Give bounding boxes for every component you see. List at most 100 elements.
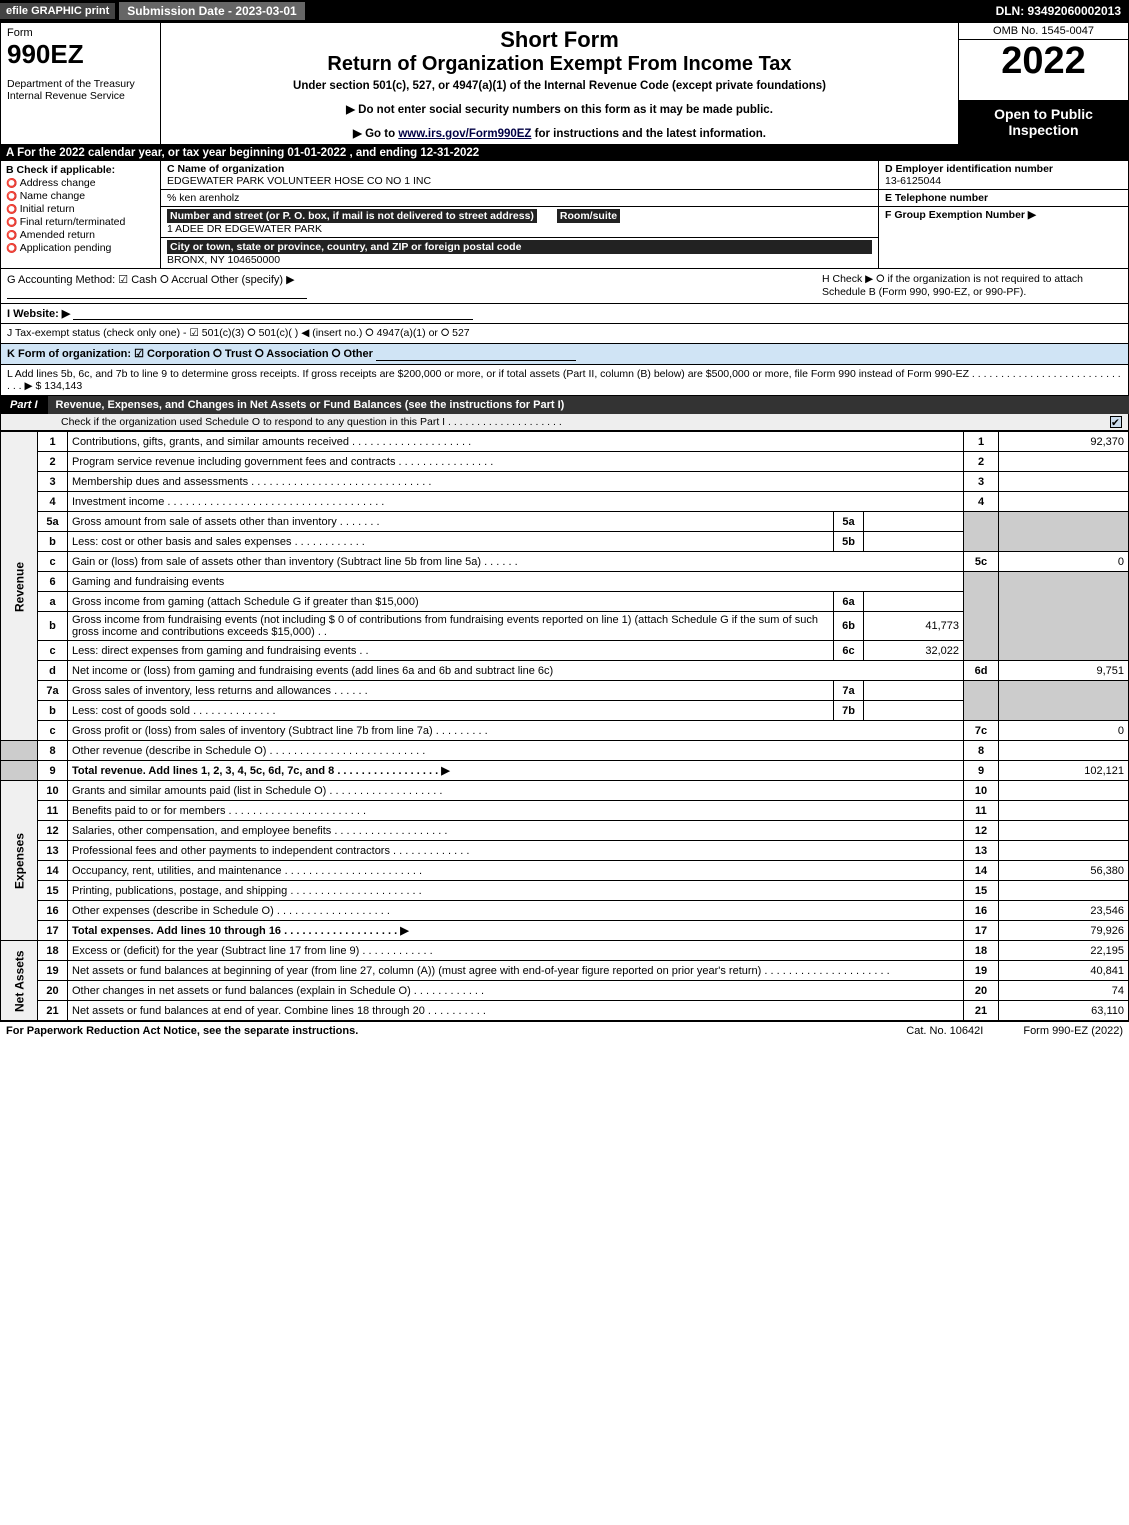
- l2-amt: [999, 452, 1129, 472]
- chk-application-pending[interactable]: Application pending: [6, 242, 155, 254]
- l18-col: 18: [964, 941, 999, 961]
- city-label: City or town, state or province, country…: [167, 240, 872, 254]
- l7c-col: 7c: [964, 721, 999, 741]
- l3-no: 3: [38, 472, 68, 492]
- l3-desc: Membership dues and assessments . . . . …: [68, 472, 964, 492]
- col-de: D Employer identification number 13-6125…: [878, 161, 1128, 268]
- l5c-desc: Gain or (loss) from sale of assets other…: [68, 552, 964, 572]
- l6b-sv: 41,773: [864, 612, 964, 641]
- i-label: I Website: ▶: [7, 308, 70, 320]
- l5c-amt: 0: [999, 552, 1129, 572]
- l1-amt: 92,370: [999, 432, 1129, 452]
- l6d-col: 6d: [964, 661, 999, 681]
- l5ab-greyamt: [999, 512, 1129, 552]
- l7c-no: c: [38, 721, 68, 741]
- l1-desc: Contributions, gifts, grants, and simila…: [68, 432, 964, 452]
- l21-desc: Net assets or fund balances at end of ye…: [68, 1001, 964, 1021]
- line-1: Revenue 1 Contributions, gifts, grants, …: [1, 432, 1129, 452]
- chk-final-return[interactable]: Final return/terminated: [6, 216, 155, 228]
- l15-desc: Printing, publications, postage, and shi…: [68, 881, 964, 901]
- street: 1 ADEE DR EDGEWATER PARK: [167, 223, 872, 235]
- omb-number: OMB No. 1545-0047: [959, 23, 1128, 40]
- l20-col: 20: [964, 981, 999, 1001]
- part1-sub: Check if the organization used Schedule …: [0, 414, 1129, 431]
- l13-desc: Professional fees and other payments to …: [68, 841, 964, 861]
- line-10: Expenses 10 Grants and similar amounts p…: [1, 781, 1129, 801]
- row-l: L Add lines 5b, 6c, and 7b to line 9 to …: [0, 365, 1129, 396]
- rev-spacer2: [1, 761, 38, 781]
- topbar: efile GRAPHIC print Submission Date - 20…: [0, 0, 1129, 22]
- l15-amt: [999, 881, 1129, 901]
- l10-desc: Grants and similar amounts paid (list in…: [68, 781, 964, 801]
- instruction-1: ▶ Do not enter social security numbers o…: [169, 102, 950, 116]
- chk-address-change[interactable]: Address change: [6, 177, 155, 189]
- l5b-no: b: [38, 532, 68, 552]
- cat-no: Cat. No. 10642I: [906, 1025, 983, 1037]
- l8-amt: [999, 741, 1129, 761]
- l13-no: 13: [38, 841, 68, 861]
- l6b-sn: 6b: [834, 612, 864, 641]
- l5a-desc: Gross amount from sale of assets other t…: [68, 512, 834, 532]
- l7a-no: 7a: [38, 681, 68, 701]
- line-6b: b Gross income from fundraising events (…: [1, 612, 1129, 641]
- line-7b: b Less: cost of goods sold . . . . . . .…: [1, 701, 1129, 721]
- k-underline: [376, 349, 576, 361]
- irs-link[interactable]: www.irs.gov/Form990EZ: [398, 128, 531, 140]
- l20-amt: 74: [999, 981, 1129, 1001]
- line-21: 21 Net assets or fund balances at end of…: [1, 1001, 1129, 1021]
- side-revenue: Revenue: [1, 432, 38, 741]
- line-4: 4 Investment income . . . . . . . . . . …: [1, 492, 1129, 512]
- part1-checkbox[interactable]: ✔: [1110, 416, 1122, 428]
- l8-desc: Other revenue (describe in Schedule O) .…: [68, 741, 964, 761]
- form-ref: Form 990-EZ (2022): [1023, 1025, 1123, 1037]
- l6a-sv: [864, 592, 964, 612]
- c-name-row: C Name of organization EDGEWATER PARK VO…: [161, 161, 878, 190]
- l15-col: 15: [964, 881, 999, 901]
- line-6c: c Less: direct expenses from gaming and …: [1, 641, 1129, 661]
- l9-no: 9: [38, 761, 68, 781]
- l2-col: 2: [964, 452, 999, 472]
- line-11: 11 Benefits paid to or for members . . .…: [1, 801, 1129, 821]
- l20-no: 20: [38, 981, 68, 1001]
- l12-desc: Salaries, other compensation, and employ…: [68, 821, 964, 841]
- l2-desc: Program service revenue including govern…: [68, 452, 964, 472]
- l5ab-greycol: [964, 512, 999, 552]
- line-7a: 7a Gross sales of inventory, less return…: [1, 681, 1129, 701]
- block-bc: B Check if applicable: Address change Na…: [0, 161, 1129, 269]
- line-16: 16 Other expenses (describe in Schedule …: [1, 901, 1129, 921]
- l6c-sv: 32,022: [864, 641, 964, 661]
- l7ab-greycol: [964, 681, 999, 721]
- tax-year: 2022: [959, 40, 1128, 82]
- form-ref-text: Form 990-EZ (2022): [1023, 1025, 1123, 1037]
- lines-table: Revenue 1 Contributions, gifts, grants, …: [0, 431, 1129, 1021]
- chk-initial-return[interactable]: Initial return: [6, 203, 155, 215]
- line-6d: d Net income or (loss) from gaming and f…: [1, 661, 1129, 681]
- chk-name-change[interactable]: Name change: [6, 190, 155, 202]
- l16-amt: 23,546: [999, 901, 1129, 921]
- l16-no: 16: [38, 901, 68, 921]
- l4-amt: [999, 492, 1129, 512]
- part1-sub-text: Check if the organization used Schedule …: [61, 416, 562, 428]
- room-label: Room/suite: [557, 209, 620, 223]
- l11-amt: [999, 801, 1129, 821]
- g-underline: [7, 287, 307, 299]
- l14-desc: Occupancy, rent, utilities, and maintena…: [68, 861, 964, 881]
- d-row: D Employer identification number 13-6125…: [879, 161, 1128, 190]
- l5c-col: 5c: [964, 552, 999, 572]
- l6b-desc: Gross income from fundraising events (no…: [68, 612, 834, 641]
- l2-no: 2: [38, 452, 68, 472]
- line-8: 8 Other revenue (describe in Schedule O)…: [1, 741, 1129, 761]
- l5a-sn: 5a: [834, 512, 864, 532]
- l-text: L Add lines 5b, 6c, and 7b to line 9 to …: [7, 368, 1121, 392]
- f-label: F Group Exemption Number ▶: [885, 209, 1036, 221]
- b-header: B Check if applicable:: [6, 164, 155, 176]
- line-6a: a Gross income from gaming (attach Sched…: [1, 592, 1129, 612]
- c-street-row: Number and street (or P. O. box, if mail…: [161, 207, 878, 238]
- l4-col: 4: [964, 492, 999, 512]
- l7c-desc: Gross profit or (loss) from sales of inv…: [68, 721, 964, 741]
- l6a-desc: Gross income from gaming (attach Schedul…: [68, 592, 834, 612]
- l17-desc-b: Total expenses. Add lines 10 through 16 …: [72, 925, 409, 937]
- chk-amended-return[interactable]: Amended return: [6, 229, 155, 241]
- l18-amt: 22,195: [999, 941, 1129, 961]
- l8-no: 8: [38, 741, 68, 761]
